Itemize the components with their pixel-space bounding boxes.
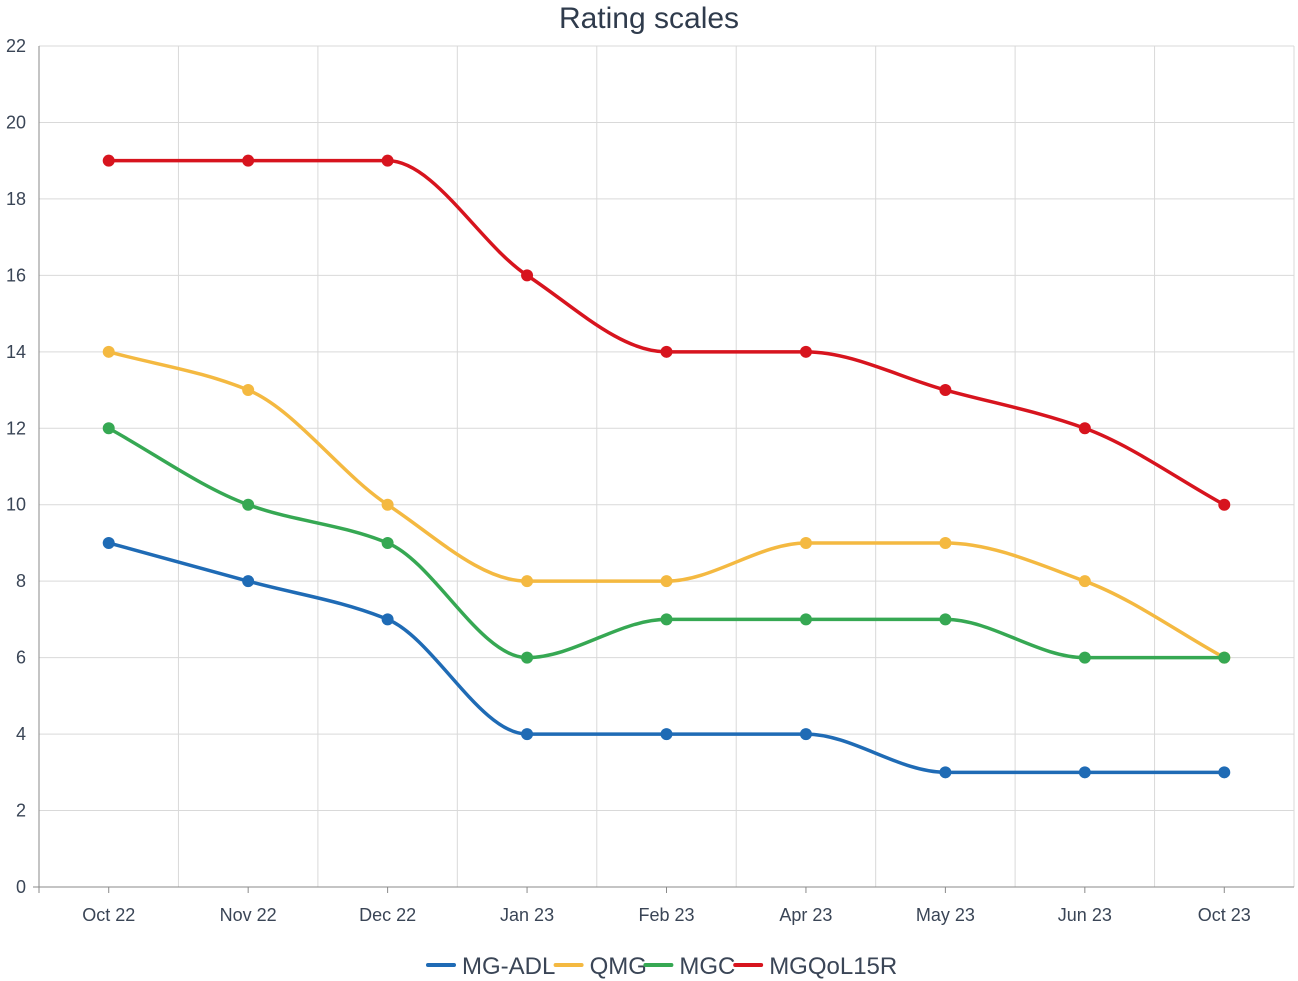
y-tick-label: 4 [16, 724, 26, 744]
data-point-mgc[interactable] [1218, 651, 1231, 664]
series-line-mgqol15r [108, 158, 1226, 507]
data-point-mgc[interactable] [242, 498, 255, 511]
y-tick-label: 8 [16, 571, 26, 591]
data-point-qmg[interactable] [102, 345, 115, 358]
data-point-qmg[interactable] [939, 536, 952, 549]
y-tick-label: 22 [6, 36, 26, 56]
data-point-mgqol15r[interactable] [1218, 498, 1231, 511]
x-tick-label: Oct 23 [1198, 905, 1251, 925]
data-point-mgc[interactable] [381, 536, 394, 549]
data-point-mg-adl[interactable] [799, 728, 812, 741]
data-point-mg-adl[interactable] [1218, 766, 1231, 779]
data-point-qmg[interactable] [242, 384, 255, 397]
data-point-mgqol15r[interactable] [381, 154, 394, 167]
data-point-mg-adl[interactable] [381, 613, 394, 626]
y-tick-label: 18 [6, 189, 26, 209]
x-tick-label: Oct 22 [82, 905, 135, 925]
x-tick-label: Feb 23 [638, 905, 694, 925]
legend-label-mgqol15r[interactable]: MGQoL15R [769, 953, 897, 980]
data-point-mg-adl[interactable] [521, 728, 534, 741]
data-point-mgc[interactable] [799, 613, 812, 626]
data-point-qmg[interactable] [1078, 575, 1091, 588]
data-point-mg-adl[interactable] [939, 766, 952, 779]
data-point-mgqol15r[interactable] [521, 269, 534, 282]
data-point-mgqol15r[interactable] [660, 345, 673, 358]
legend-label-mgc[interactable]: MGC [679, 953, 735, 980]
chart-title: Rating scales [558, 2, 740, 35]
y-tick-label: 14 [6, 342, 26, 362]
x-tick-label: Jan 23 [500, 905, 554, 925]
y-tick-label: 16 [6, 265, 26, 285]
data-point-mg-adl[interactable] [242, 575, 255, 588]
y-tick-label: 0 [16, 877, 26, 897]
legend-label-qmg[interactable]: QMG [590, 953, 647, 980]
y-tick-label: 20 [6, 112, 26, 132]
series-line-mgc [107, 426, 1225, 660]
data-point-mgc[interactable] [660, 613, 673, 626]
y-tick-label: 12 [6, 418, 26, 438]
x-tick-label: Apr 23 [779, 905, 832, 925]
y-tick-label: 6 [16, 648, 26, 668]
data-point-qmg[interactable] [381, 498, 394, 511]
series-line-mg-adl [108, 541, 1225, 775]
data-point-mgc[interactable] [521, 651, 534, 664]
data-point-mgqol15r[interactable] [102, 154, 115, 167]
data-point-qmg[interactable] [521, 575, 534, 588]
data-point-qmg[interactable] [660, 575, 673, 588]
data-point-mgqol15r[interactable] [939, 384, 952, 397]
x-tick-label: Dec 22 [359, 905, 416, 925]
y-tick-label: 10 [6, 495, 26, 515]
data-point-mgqol15r[interactable] [799, 345, 812, 358]
legend-label-mg-adl[interactable]: MG-ADL [462, 953, 555, 980]
x-tick-label: Nov 22 [220, 905, 277, 925]
data-point-mgqol15r[interactable] [242, 154, 255, 167]
x-tick-label: Jun 23 [1058, 905, 1112, 925]
data-point-mgc[interactable] [1078, 651, 1091, 664]
data-point-qmg[interactable] [799, 536, 812, 549]
data-point-mg-adl[interactable] [102, 536, 115, 549]
x-tick-label: May 23 [916, 905, 975, 925]
data-point-mgqol15r[interactable] [1078, 422, 1091, 435]
data-point-mg-adl[interactable] [1078, 766, 1091, 779]
data-point-mgc[interactable] [939, 613, 952, 626]
data-point-mgc[interactable] [102, 422, 115, 435]
y-tick-label: 2 [16, 801, 26, 821]
data-point-mg-adl[interactable] [660, 728, 673, 741]
